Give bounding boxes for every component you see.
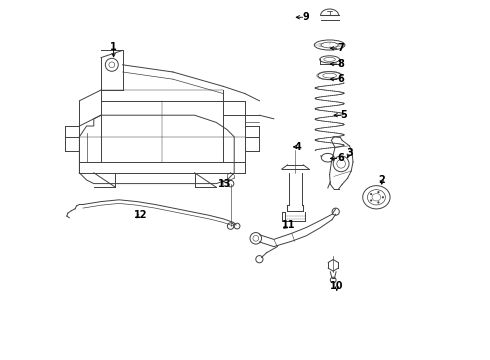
Text: 1: 1 xyxy=(110,42,117,52)
Text: 12: 12 xyxy=(134,210,147,220)
Circle shape xyxy=(382,196,384,198)
Text: 10: 10 xyxy=(330,281,343,291)
Circle shape xyxy=(377,191,379,193)
Circle shape xyxy=(377,201,379,203)
Text: 11: 11 xyxy=(282,220,295,230)
Text: 9: 9 xyxy=(303,12,310,22)
Circle shape xyxy=(370,193,372,195)
Circle shape xyxy=(370,199,372,202)
Text: 2: 2 xyxy=(378,175,385,185)
Text: 8: 8 xyxy=(337,59,344,69)
Text: 4: 4 xyxy=(295,142,302,152)
Text: 6: 6 xyxy=(337,153,344,163)
Text: 7: 7 xyxy=(337,43,344,53)
Text: 3: 3 xyxy=(346,148,353,158)
Text: 5: 5 xyxy=(341,110,347,120)
Text: 6: 6 xyxy=(337,74,344,84)
Text: 13: 13 xyxy=(218,179,232,189)
